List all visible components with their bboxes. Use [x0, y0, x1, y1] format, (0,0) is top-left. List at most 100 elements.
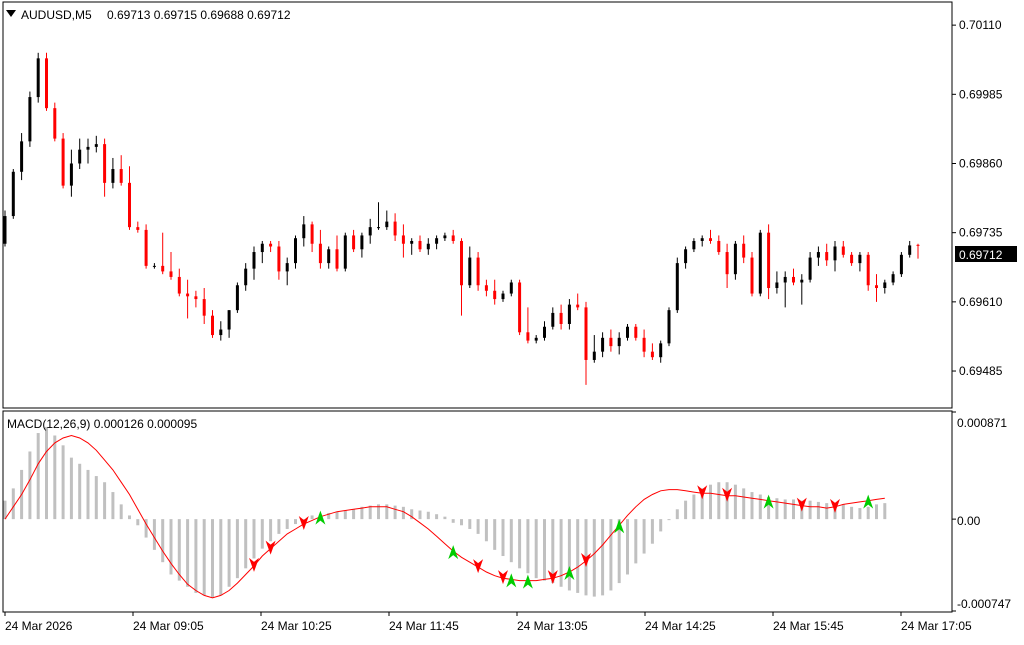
macd-histogram-bar: [219, 519, 223, 596]
candle-body: [543, 326, 546, 338]
candle-body: [443, 235, 447, 239]
sell-arrow-icon: [796, 497, 807, 512]
macd-histogram-bar: [186, 519, 190, 587]
time-tick-label: 24 Mar 14:25: [645, 619, 716, 633]
candle-body: [750, 257, 754, 294]
macd-histogram-bar: [592, 519, 596, 597]
candle-body: [767, 232, 771, 289]
macd-histogram-bar: [733, 484, 737, 520]
sell-arrow-icon: [473, 559, 484, 574]
candle-body: [642, 337, 646, 352]
price-tick-label: 0.69735: [959, 226, 1003, 240]
candle-body: [584, 307, 588, 360]
macd-histogram-bar: [816, 501, 820, 520]
time-tick-label: 24 Mar 17:05: [901, 619, 972, 633]
macd-histogram-bar: [601, 519, 605, 596]
candle-body: [667, 310, 671, 344]
candle-body: [916, 244, 920, 246]
candle-body: [792, 276, 795, 283]
macd-histogram-bar: [609, 519, 613, 591]
macd-histogram-bar: [86, 469, 90, 520]
buy-arrow-icon: [448, 545, 459, 560]
buy-arrow-icon: [564, 566, 575, 581]
macd-histogram-bar: [742, 488, 746, 520]
macd-histogram-bar: [401, 506, 405, 520]
macd-histogram-bar: [45, 426, 48, 520]
macd-histogram-bar: [750, 492, 754, 520]
candle-body: [526, 332, 530, 341]
time-tick-label: 24 Mar 10:25: [261, 619, 332, 633]
macd-histogram-bar: [451, 519, 455, 523]
symbol-dropdown-icon[interactable]: [6, 10, 16, 17]
macd-histogram-bar: [161, 519, 165, 563]
macd-histogram-bar: [792, 499, 795, 520]
macd-histogram-bar: [177, 519, 181, 581]
candle-body: [800, 279, 804, 283]
candle-body: [227, 310, 231, 330]
candle-body: [617, 337, 621, 347]
candle-body: [161, 265, 165, 272]
candle-body: [709, 238, 712, 241]
candle-body: [177, 276, 181, 294]
candle-body: [775, 282, 779, 289]
candle-body: [468, 257, 472, 286]
candle-body: [700, 238, 704, 241]
macd-histogram-bar: [783, 499, 787, 520]
signal-arrows-layer: [249, 485, 874, 589]
candle-body: [410, 240, 414, 244]
candle-body: [377, 227, 380, 229]
macd-histogram-bar: [94, 476, 98, 520]
candle-body: [11, 171, 15, 217]
candle-body: [891, 274, 895, 283]
candle-body: [684, 249, 688, 264]
macd-tick-zero: 0.00: [957, 514, 981, 528]
macd-histogram-bar: [3, 500, 7, 520]
macd-histogram-bar: [294, 519, 297, 525]
macd-histogram-bar: [61, 445, 65, 520]
candle-body: [816, 252, 820, 258]
candle-body: [385, 221, 389, 228]
buy-arrow-icon: [315, 510, 326, 525]
macd-histogram-bar: [418, 510, 422, 520]
macd-histogram-bar: [758, 494, 762, 520]
macd-histogram-bar: [875, 504, 878, 520]
macd-histogram-bar: [194, 519, 198, 593]
macd-histogram-bar: [285, 519, 289, 529]
macd-histogram-bar: [69, 457, 73, 520]
candle-body: [136, 227, 140, 230]
candle-body: [61, 138, 65, 186]
candle-body: [335, 249, 339, 269]
price-tick-label: 0.69985: [959, 87, 1003, 101]
macd-histogram-bar: [235, 519, 239, 579]
candle-body: [352, 235, 356, 250]
macd-histogram-bar: [169, 519, 173, 575]
candle-body: [426, 243, 430, 250]
macd-histogram-bar: [11, 488, 15, 520]
candle-body: [659, 343, 663, 358]
candle-body: [368, 227, 372, 236]
macd-histogram-bar: [650, 519, 654, 544]
macd-histogram-bar: [576, 519, 580, 593]
candle-body: [783, 276, 787, 283]
candle-body: [360, 235, 364, 250]
candle-body: [28, 97, 32, 142]
macd-histogram-bar: [493, 519, 497, 550]
candle-body: [401, 235, 405, 244]
candle-body: [567, 304, 571, 324]
macd-histogram-bar: [767, 496, 771, 520]
buy-arrow-icon: [763, 494, 774, 509]
candle-body: [850, 254, 854, 264]
macd-histogram-bar: [152, 519, 156, 550]
candle-body: [252, 252, 256, 269]
candle-body: [260, 243, 264, 253]
candle-body: [186, 293, 190, 297]
macd-tick-top: 0.000871: [957, 416, 1007, 430]
sell-arrow-icon: [830, 498, 840, 513]
macd-histogram-bar: [368, 505, 372, 520]
macd-histogram-bar: [642, 519, 646, 554]
price-tick-label: 0.70110: [959, 18, 1002, 32]
time-axis: 24 Mar 2026 24 Mar 09:05 24 Mar 10:25 24 Ma…: [4, 612, 972, 633]
candle-body: [493, 290, 497, 300]
